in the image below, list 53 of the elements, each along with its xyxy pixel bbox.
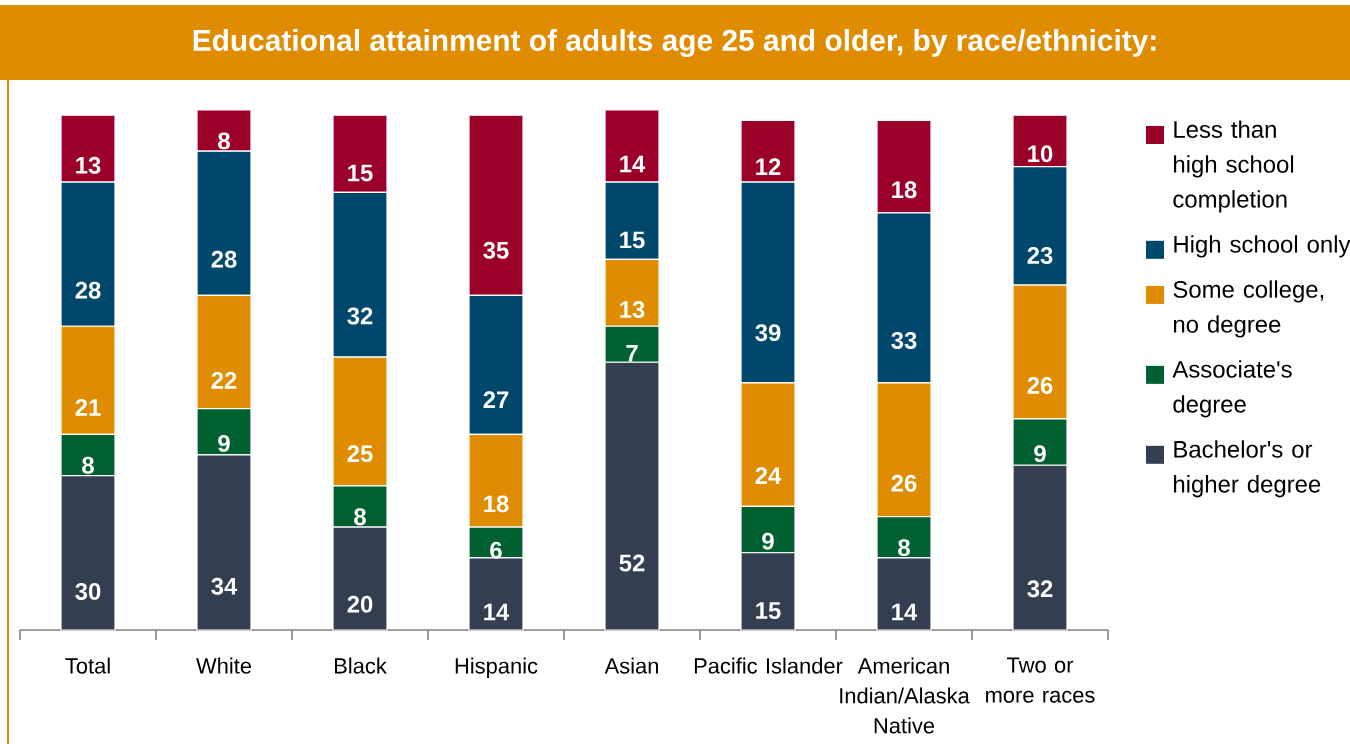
data-label: 52 (619, 554, 645, 572)
legend-label: Less than high school completion (1173, 120, 1294, 213)
data-label: 28 (75, 281, 101, 299)
data-label: 13 (620, 301, 645, 318)
data-label: 32 (347, 307, 373, 325)
data-label: 30 (75, 582, 101, 600)
data-label: 9 (1034, 445, 1046, 463)
data-label: 8 (898, 539, 910, 557)
data-label: 24 (755, 467, 782, 484)
data-label: 10 (1028, 145, 1053, 163)
legend-label: Some college, no degree (1173, 280, 1324, 338)
data-label: 26 (891, 474, 917, 492)
x-tick-label: White (196, 657, 252, 674)
data-label: 14 (892, 603, 918, 621)
data-label: 18 (892, 181, 917, 199)
data-label: 6 (490, 541, 502, 559)
x-tick-label: Asian (604, 657, 658, 674)
legend-label: High school only (1174, 235, 1350, 258)
x-tick-label: Pacific Islander (694, 657, 843, 674)
legend-label: Bachelor's or higher degree (1174, 440, 1321, 498)
data-label: 32 (1027, 580, 1053, 598)
legend-label: Associate's degree (1172, 360, 1292, 418)
data-label: 27 (483, 391, 509, 408)
x-tick-label: Total (65, 657, 110, 674)
data-label: 8 (354, 508, 366, 526)
data-label: 8 (82, 456, 94, 474)
data-label: 13 (76, 156, 101, 174)
data-label: 20 (347, 595, 373, 613)
chart-title: Educational attainment of adults age 25 and older, by race/ethnicity: (193, 29, 1156, 57)
data-label: 9 (218, 434, 230, 452)
data-label: 8 (218, 132, 230, 150)
data-label: 23 (1027, 246, 1053, 264)
data-label: 28 (211, 250, 237, 268)
data-label: 25 (347, 445, 373, 463)
data-label: 21 (75, 398, 101, 416)
data-label: 9 (762, 532, 774, 550)
x-tick-label: Two or more races (986, 657, 1095, 703)
data-label: 7 (626, 345, 638, 362)
data-label: 39 (755, 324, 781, 342)
data-label: 14 (484, 603, 510, 621)
data-label: 22 (211, 371, 237, 389)
x-tick-label: Hispanic (455, 657, 538, 678)
data-label: 12 (756, 158, 781, 175)
data-label: 14 (620, 155, 646, 173)
data-label: 34 (211, 577, 238, 595)
x-tick-label: Black (335, 657, 387, 674)
data-label: 15 (756, 602, 781, 620)
data-label: 35 (483, 241, 509, 259)
data-label: 33 (891, 331, 917, 349)
data-label: 18 (484, 495, 509, 513)
data-label: 26 (1027, 376, 1053, 394)
data-label: 15 (348, 164, 373, 182)
data-label: 15 (620, 231, 645, 249)
